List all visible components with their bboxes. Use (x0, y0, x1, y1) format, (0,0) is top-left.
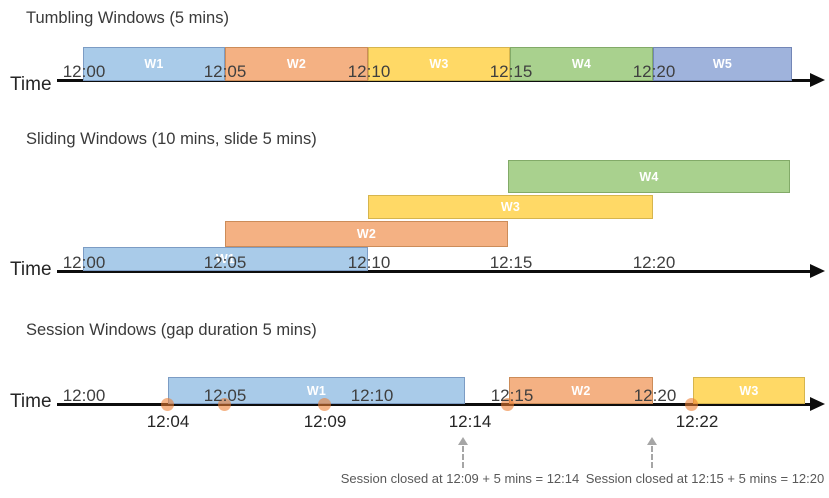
dashed-arrow-line (651, 446, 653, 468)
sliding-window-w3: W3 (368, 195, 653, 219)
tumbling-window-w3: W3 (368, 47, 510, 81)
sliding-tick-1200: 12:00 (62, 253, 106, 272)
sliding-tick-1215: 12:15 (489, 253, 533, 272)
tumbling-axis-arrowhead-icon (810, 73, 825, 87)
sliding-tick-1210: 12:10 (347, 253, 391, 272)
sliding-title: Sliding Windows (10 mins, slide 5 mins) (26, 130, 317, 148)
event-time-1209: 12:09 (303, 412, 347, 431)
session-close-annotation-1: Session closed at 12:09 + 5 mins = 12:14 (340, 471, 580, 486)
sliding-window-w2: W2 (225, 221, 508, 247)
session-axis (57, 403, 813, 406)
event-dot (161, 398, 174, 411)
session-tick-1210: 12:10 (350, 386, 394, 405)
sliding-axis (57, 270, 813, 273)
session-window-w2: W2 (509, 377, 653, 404)
sliding-axis-arrowhead-icon (810, 264, 825, 278)
window-label: W3 (739, 383, 759, 398)
session-window-w3: W3 (693, 377, 805, 404)
sliding-tick-1220: 12:20 (632, 253, 676, 272)
window-label: W5 (712, 57, 733, 71)
tumbling-title: Tumbling Windows (5 mins) (26, 9, 229, 27)
tumbling-time-label: Time (10, 74, 52, 95)
window-label: W3 (429, 57, 449, 71)
tumbling-window-w2: W2 (225, 47, 368, 81)
tumbling-tick-1205: 12:05 (203, 62, 247, 81)
dashed-arrow-line (462, 446, 464, 468)
sliding-window-w1: W1 (83, 247, 368, 271)
window-label: W1 (306, 383, 327, 398)
session-tick-1220: 12:20 (633, 386, 677, 405)
event-dot (218, 398, 231, 411)
session-close-annotation-2: Session closed at 12:15 + 5 mins = 12:20 (585, 471, 825, 486)
session-window-w1: W1 (168, 377, 465, 404)
window-label: W4 (571, 57, 592, 71)
tumbling-window-w1: W1 (83, 47, 225, 81)
window-label: W2 (286, 57, 307, 71)
tumbling-tick-1210: 12:10 (347, 62, 391, 81)
session-title: Session Windows (gap duration 5 mins) (26, 321, 317, 339)
sliding-tick-1205: 12:05 (203, 253, 247, 272)
tumbling-tick-1200: 12:00 (62, 62, 106, 81)
tumbling-tick-1220: 12:20 (632, 62, 676, 81)
session-tick-1215: 12:15 (490, 386, 534, 405)
dashed-up-arrow-icon (458, 437, 468, 445)
event-dot (318, 398, 331, 411)
window-label: W4 (639, 169, 659, 184)
close-time-1214: 12:14 (448, 412, 492, 431)
event-time-1222: 12:22 (675, 412, 719, 431)
tumbling-tick-1215: 12:15 (489, 62, 533, 81)
window-label: W1 (215, 252, 236, 266)
session-tick-1205: 12:05 (203, 386, 247, 405)
window-label: W2 (571, 383, 591, 398)
session-tick-1200: 12:00 (62, 386, 106, 405)
window-label: W3 (500, 200, 521, 214)
event-dot (501, 398, 514, 411)
sliding-window-w4: W4 (508, 160, 790, 193)
window-label: W2 (356, 227, 377, 241)
dashed-up-arrow-icon (647, 437, 657, 445)
event-time-1204: 12:04 (146, 412, 190, 431)
session-time-label: Time (10, 391, 52, 412)
tumbling-window-w4: W4 (510, 47, 653, 81)
tumbling-window-w5: W5 (653, 47, 792, 81)
sliding-time-label: Time (10, 259, 52, 280)
session-axis-arrowhead-icon (810, 397, 825, 411)
window-label: W1 (144, 57, 164, 71)
event-dot (685, 398, 698, 411)
